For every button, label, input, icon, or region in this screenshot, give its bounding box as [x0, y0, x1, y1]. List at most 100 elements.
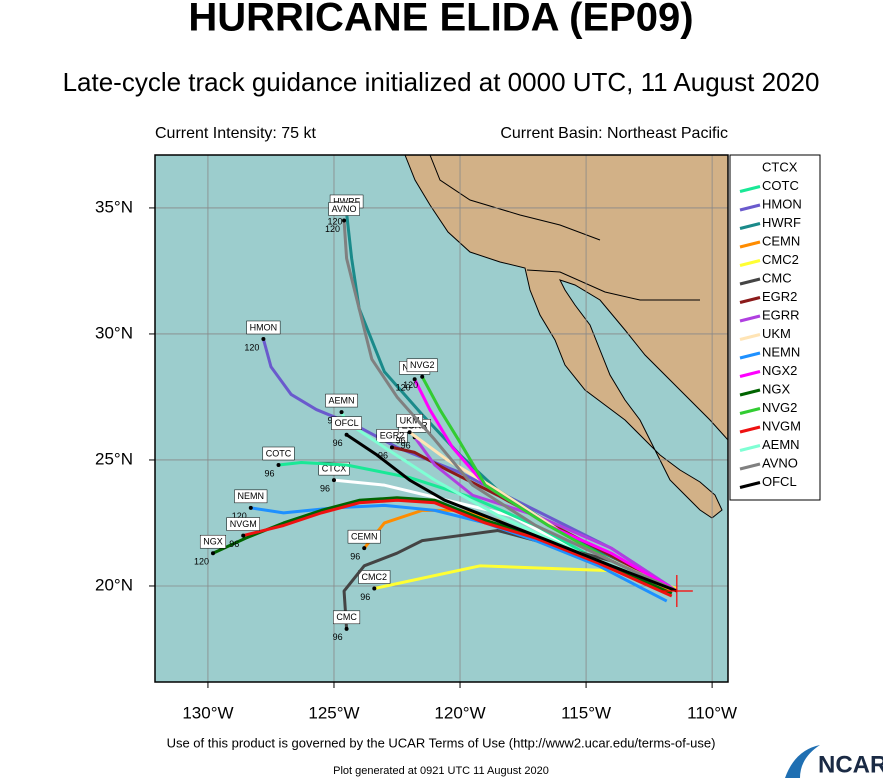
track-label: EGR2	[380, 431, 405, 441]
track-end	[241, 533, 246, 538]
legend-label: UKM	[762, 326, 791, 341]
track-label: NEMN	[238, 491, 265, 501]
legend-swatch	[739, 185, 761, 193]
track-label: HWRF	[333, 196, 360, 206]
end-hour: 120	[396, 383, 411, 393]
legend-swatch	[739, 203, 761, 212]
end-hour: 96	[378, 451, 388, 461]
track-end	[210, 551, 215, 556]
legend-swatch	[739, 388, 761, 397]
legend-swatch	[739, 296, 761, 304]
legend-label: HWRF	[762, 215, 801, 230]
legend-label: HMON	[762, 196, 802, 211]
legend-label: CTCX	[762, 159, 798, 174]
basin: Current Basin: Northeast Pacific	[500, 125, 728, 142]
end-hour: 96	[265, 468, 275, 478]
lat-label: 20°N	[95, 575, 133, 594]
lon-label: 115°W	[561, 703, 611, 722]
track-label-box	[226, 517, 260, 531]
lon-label: 120°W	[434, 703, 485, 722]
track-end	[344, 432, 349, 437]
track-end	[389, 445, 394, 450]
track-label: NVG2	[410, 360, 435, 370]
legend-swatch	[739, 462, 761, 471]
track-label-box	[262, 446, 295, 461]
track-end	[372, 586, 377, 591]
legend-swatch	[739, 407, 761, 415]
intensity: Current Intensity: 75 kt	[155, 125, 317, 142]
legend-swatch	[739, 333, 761, 341]
end-hour: 96	[396, 436, 406, 446]
track-label-box	[246, 320, 281, 335]
legend-swatch	[739, 259, 761, 267]
legend-swatch	[739, 314, 761, 323]
track-end	[362, 546, 367, 551]
terms: Use of this product is governed by the U…	[167, 735, 716, 750]
track-label-box	[199, 534, 226, 549]
track-label: CTCX	[322, 463, 347, 473]
legend-swatch	[739, 222, 761, 230]
track-label-box	[406, 358, 438, 373]
track-label-box	[328, 202, 360, 216]
track-end	[261, 336, 266, 341]
legend-label: NGX	[762, 381, 791, 396]
track-label: CEMN	[351, 532, 378, 542]
end-hour: 120	[403, 380, 418, 390]
lat-label: 25°N	[95, 449, 133, 468]
track-end	[331, 478, 336, 483]
end-hour: 96	[401, 441, 411, 451]
track-label: NVGM	[230, 519, 257, 529]
end-hour: 96	[360, 592, 370, 602]
lon-label: 110°W	[687, 703, 737, 722]
legend-label: CMC2	[762, 252, 799, 267]
end-hour: 96	[350, 552, 360, 562]
track-label-box	[325, 393, 358, 408]
track	[345, 433, 678, 593]
legend-label: NVGM	[762, 418, 801, 433]
legend-items: CTCX COTC HMON HWRF CEMN CMC2 CMC EGR2 EGRR UKM NE…	[739, 159, 802, 489]
track-label-box	[234, 489, 268, 504]
track-end	[248, 505, 253, 510]
track	[250, 503, 668, 603]
legend-label: CEMN	[762, 233, 800, 248]
legend-swatch	[739, 481, 761, 489]
track-label: CMC2	[362, 572, 388, 582]
legend-swatch	[739, 425, 761, 434]
legend-swatch	[739, 277, 761, 286]
end-hour: 120	[244, 342, 259, 352]
track-label-box	[333, 610, 361, 625]
track	[342, 220, 678, 593]
legend-label: OFCL	[762, 474, 797, 489]
legend-label: AVNO	[762, 455, 798, 470]
lon-label: 125°W	[308, 703, 359, 722]
legend-label: EGRR	[762, 307, 800, 322]
end-hour: 120	[194, 557, 209, 567]
legend-label: NGX2	[762, 363, 797, 378]
track-label: AVNO	[332, 204, 357, 214]
track-label-box	[331, 416, 362, 431]
track-end	[344, 626, 349, 631]
land-group	[404, 155, 728, 519]
border	[429, 155, 601, 241]
legend-swatch	[739, 370, 761, 378]
lon-label: 130°W	[182, 703, 233, 722]
logo-mark	[785, 745, 820, 778]
track-end	[339, 410, 344, 415]
track	[345, 212, 678, 593]
end-hour: 120	[232, 511, 247, 521]
legend-label: AEMN	[762, 437, 800, 452]
logo: NCAR	[818, 751, 883, 778]
track-end	[276, 463, 281, 467]
track-end	[420, 374, 425, 379]
track-end	[342, 218, 347, 223]
subtitle: Late-cycle track guidance initialized at…	[63, 67, 820, 97]
end-hour: 96	[320, 483, 330, 493]
track-label: AEMN	[329, 395, 355, 405]
tracks: 96CTCX96COTC120HMON120HWRF96CEMN96CMC296…	[194, 194, 693, 642]
ticks: 130°W 125°W 120°W 115°W 110°W 20°N 25°N 30°N 35°…	[95, 197, 737, 722]
legend-label: CMC	[762, 270, 792, 285]
border	[526, 269, 700, 301]
title: HURRICANE ELIDA (EP09)	[188, 0, 693, 40]
legend-label: NEMN	[762, 344, 800, 359]
